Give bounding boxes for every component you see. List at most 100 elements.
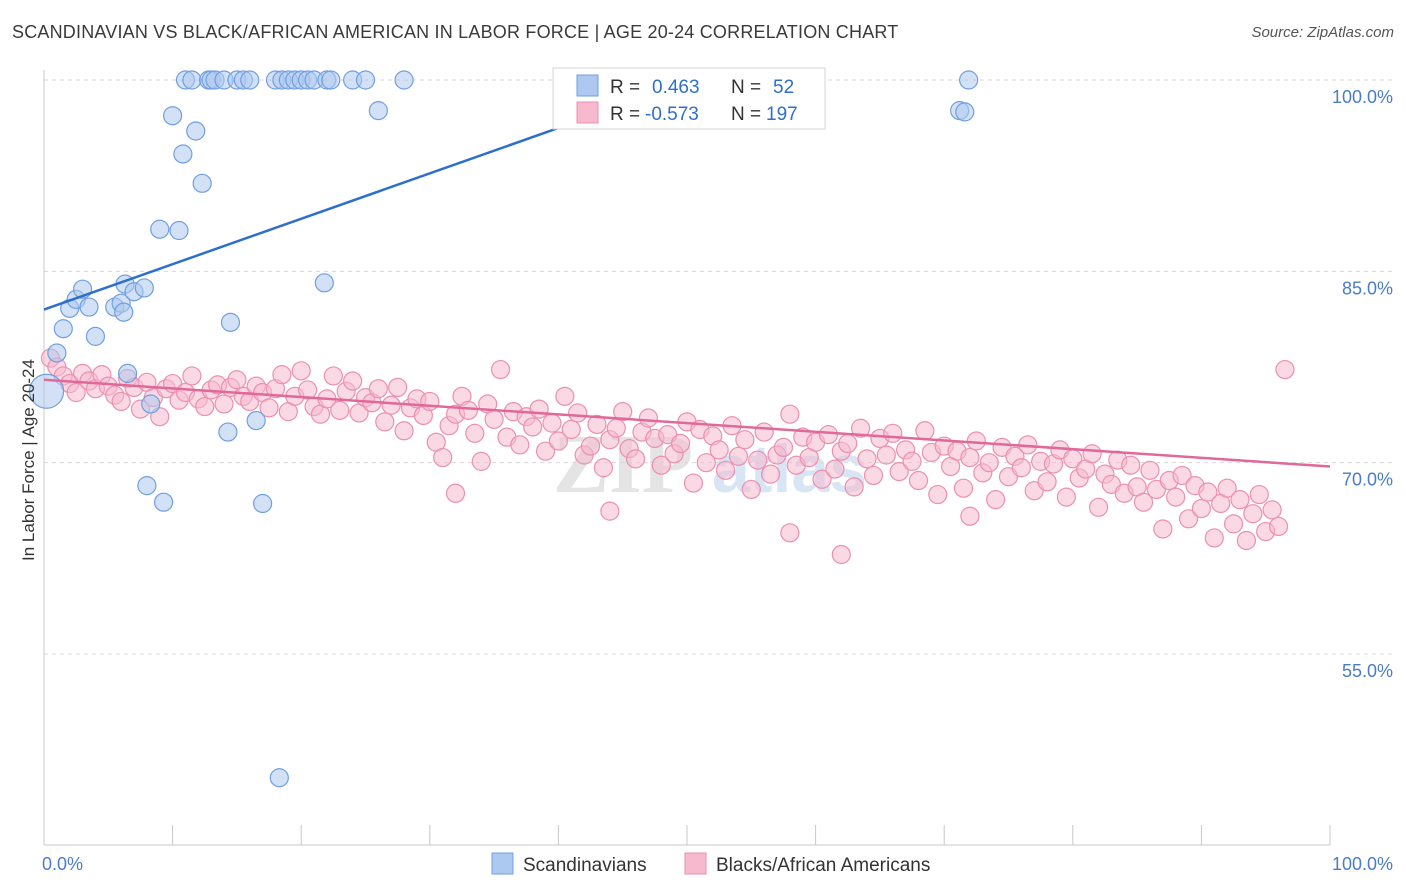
legend-n-label-2: N = (731, 104, 761, 125)
black-african-american-point (561, 419, 581, 440)
black-african-american-point (651, 455, 671, 475)
chart-source: Source: ZipAtlas.com (1251, 24, 1394, 41)
grid-lines (44, 79, 1392, 655)
black-african-american-point (388, 377, 408, 398)
black-african-american-point (548, 431, 569, 451)
scandinavian-point (182, 70, 202, 90)
scandinavian-point (114, 302, 134, 322)
x-tick-label: 0.0% (42, 854, 83, 874)
axes: 55.0% 70.0% 85.0% 100.0% 0.0% 100.0% (42, 70, 1393, 874)
black-african-american-point (773, 437, 794, 457)
scandinavian-point (141, 394, 161, 414)
black-african-american-point (857, 449, 877, 469)
black-african-american-point (960, 506, 980, 526)
scandinavian-point (959, 70, 979, 90)
bottom-legend-swatch-blacks (684, 852, 707, 875)
y-tick-label: 55.0% (1342, 661, 1393, 681)
black-african-american-point (1056, 487, 1076, 507)
black-african-american-point (928, 484, 948, 505)
black-african-american-point (748, 450, 768, 470)
black-african-american-point (555, 386, 575, 406)
black-african-american-point (876, 445, 896, 465)
black-african-american-point (259, 398, 279, 418)
scandinavian-point (173, 144, 193, 164)
black-african-american-point (838, 433, 858, 454)
black-african-american-point (195, 396, 215, 417)
black-african-american-point (1275, 359, 1295, 380)
black-african-american-point (1153, 519, 1173, 539)
black-african-american-point (754, 422, 774, 442)
black-african-american-point (638, 408, 659, 428)
scandinavian-point (368, 101, 388, 121)
bottom-legend-label-blacks: Blacks/African Americans (716, 855, 930, 876)
black-african-american-point (272, 365, 292, 385)
scandinavian-point (955, 102, 975, 122)
black-african-american-point (445, 483, 466, 503)
black-african-american-point (111, 391, 131, 412)
black-african-american-point (1178, 509, 1199, 529)
black-african-american-point (1217, 478, 1237, 498)
black-african-american-point (465, 423, 485, 443)
black-african-american-point (394, 421, 414, 441)
black-african-american-point (1268, 516, 1289, 537)
legend-n-value-2: 197 (766, 104, 798, 125)
black-african-american-point (1249, 484, 1269, 505)
scandinavian-point (28, 373, 65, 409)
scandinavian-point (246, 410, 266, 431)
y-tick-label: 85.0% (1342, 278, 1393, 298)
scandinavian-point (218, 422, 238, 442)
black-african-american-point (844, 477, 864, 497)
black-african-american-point (1172, 465, 1192, 486)
series-legend: Scandinavians Blacks/African Americans (491, 852, 930, 876)
black-african-american-point (214, 394, 234, 414)
black-african-american-point (1121, 455, 1141, 475)
black-african-american-point (863, 465, 884, 486)
scandinavian-point (150, 219, 170, 239)
black-african-american-point (1037, 472, 1057, 492)
chart-title: SCANDINAVIAN VS BLACK/AFRICAN AMERICAN I… (12, 22, 899, 42)
black-african-american-point (381, 395, 401, 415)
y-tick-label: 70.0% (1342, 470, 1393, 490)
black-african-american-point (818, 425, 839, 445)
scandinavian-point (117, 363, 138, 383)
black-african-american-point (1166, 487, 1186, 507)
black-african-american-point (298, 380, 318, 400)
black-african-american-point (587, 414, 607, 434)
black-african-american-point (343, 371, 363, 391)
scandinavian-point (321, 70, 341, 90)
black-african-american-point (580, 436, 601, 456)
legend-n-value-1: 52 (773, 77, 794, 98)
black-african-american-point (780, 404, 800, 424)
black-african-american-point (960, 447, 980, 468)
black-african-american-point (1011, 458, 1031, 478)
black-african-american-point (625, 449, 646, 469)
legend-r-label-1: R = (610, 77, 640, 98)
black-african-american-point (760, 464, 781, 484)
y-tick-label: 100.0% (1332, 87, 1393, 107)
black-african-american-point (812, 469, 832, 489)
black-african-american-point (670, 433, 691, 454)
scandinavian-point (314, 273, 334, 293)
legend-r-value-1: 0.463 (652, 77, 700, 98)
black-african-american-point (291, 361, 311, 381)
y-axis-title: In Labor Force | Age 20-24 (19, 359, 38, 561)
x-tick-label: 100.0% (1332, 854, 1393, 874)
series-blacks-african-americans (40, 348, 1295, 565)
black-african-american-point (420, 391, 440, 412)
scandinavian-point (47, 343, 67, 363)
black-african-american-point (484, 409, 504, 429)
black-african-american-point (323, 366, 343, 386)
black-african-american-point (683, 473, 704, 493)
scandinavian-point (153, 492, 174, 512)
black-african-american-point (908, 470, 929, 491)
trend-lines (43, 81, 1331, 468)
black-african-american-point (715, 460, 736, 480)
black-african-american-point (1262, 500, 1282, 520)
black-african-american-trend-line (43, 378, 1331, 468)
black-african-american-point (510, 435, 530, 455)
black-african-american-point (1230, 490, 1250, 510)
black-african-american-point (66, 382, 86, 403)
black-african-american-point (1088, 497, 1109, 517)
black-african-american-point (915, 421, 935, 441)
